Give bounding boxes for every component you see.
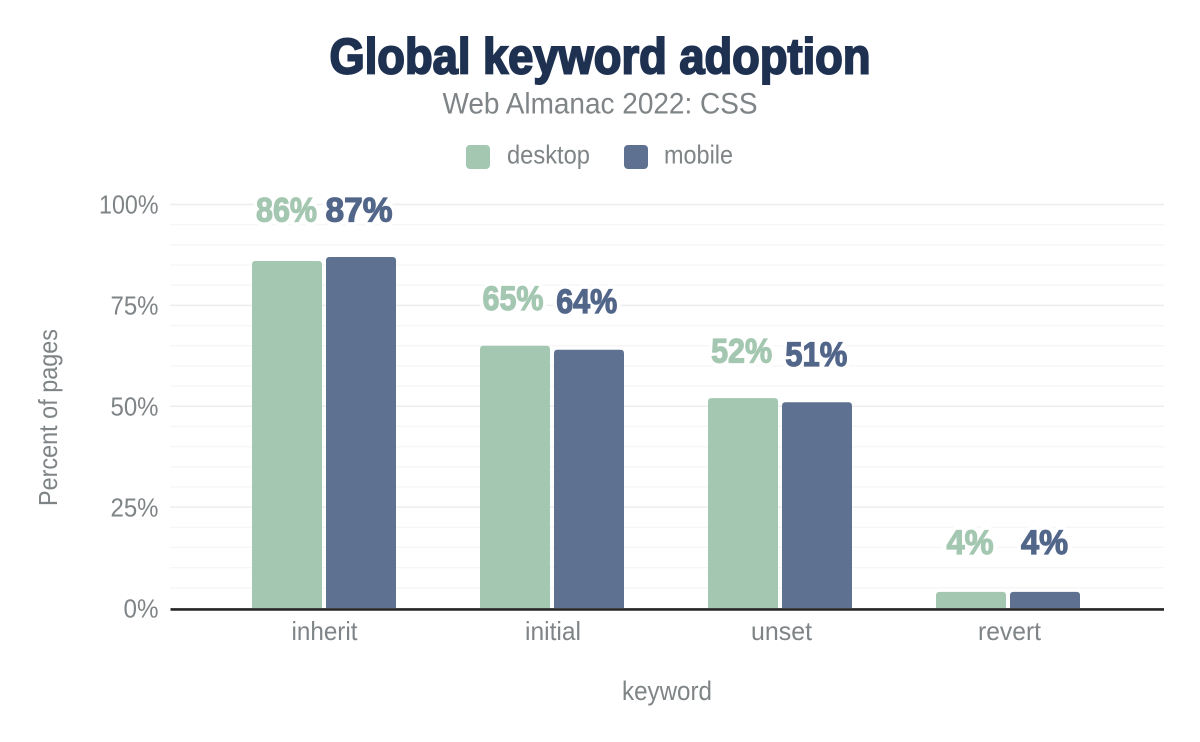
svg-text:52%: 52% bbox=[711, 333, 772, 371]
svg-text:Web Almanac 2022: CSS: Web Almanac 2022: CSS bbox=[443, 88, 758, 121]
svg-text:4%: 4% bbox=[947, 524, 994, 562]
svg-text:desktop: desktop bbox=[507, 140, 590, 170]
svg-text:keyword: keyword bbox=[622, 676, 712, 706]
svg-text:revert: revert bbox=[978, 616, 1042, 646]
svg-text:4%: 4% bbox=[1021, 524, 1068, 562]
svg-text:51%: 51% bbox=[785, 336, 847, 374]
svg-text:Global keyword adoption: Global keyword adoption bbox=[330, 29, 871, 85]
svg-text:mobile: mobile bbox=[664, 140, 733, 170]
svg-text:25%: 25% bbox=[111, 493, 159, 523]
svg-text:75%: 75% bbox=[111, 291, 159, 321]
svg-text:inherit: inherit bbox=[292, 616, 359, 646]
svg-text:Percent of pages: Percent of pages bbox=[33, 329, 63, 506]
svg-text:64%: 64% bbox=[556, 283, 617, 321]
svg-text:4%: 4% bbox=[947, 524, 994, 562]
svg-text:unset: unset bbox=[751, 616, 813, 646]
svg-text:52%: 52% bbox=[711, 333, 772, 371]
svg-text:87%: 87% bbox=[326, 192, 393, 230]
svg-text:65%: 65% bbox=[483, 280, 544, 318]
svg-text:86%: 86% bbox=[256, 192, 317, 230]
svg-text:51%: 51% bbox=[785, 336, 847, 374]
svg-text:86%: 86% bbox=[256, 192, 317, 230]
svg-text:64%: 64% bbox=[556, 283, 617, 321]
svg-text:0%: 0% bbox=[124, 594, 159, 624]
svg-text:initial: initial bbox=[525, 616, 581, 646]
svg-text:100%: 100% bbox=[99, 190, 159, 220]
svg-text:87%: 87% bbox=[326, 192, 393, 230]
svg-text:50%: 50% bbox=[111, 392, 159, 422]
svg-text:4%: 4% bbox=[1021, 524, 1068, 562]
svg-text:65%: 65% bbox=[483, 280, 544, 318]
